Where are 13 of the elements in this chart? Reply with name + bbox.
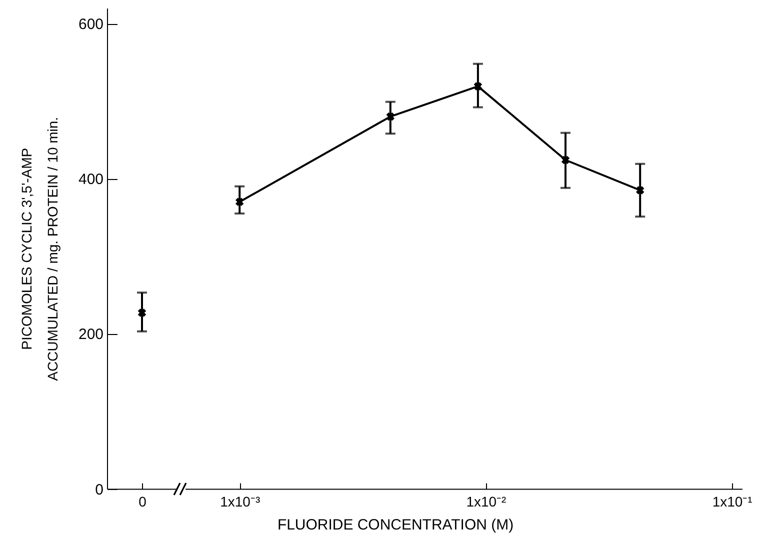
point	[561, 156, 570, 164]
point	[474, 82, 482, 91]
x-tick-label: 1x10⁻²	[466, 493, 507, 510]
x-tick-label: 1x10⁻³	[220, 493, 260, 510]
point	[386, 112, 395, 121]
x-axis-title: FLUORIDE CONCENTRATION (M)	[277, 516, 514, 534]
x-tick-label: 1x10⁻¹	[712, 493, 753, 510]
y-tick-label: 600	[78, 16, 104, 34]
y-tick-label: 0	[95, 481, 104, 498]
y-axis-title: PICOMOLES CYCLIC 3',5'-AMP ACCUMULATED / mg. PROTEIN / 10 min.	[18, 117, 60, 382]
y-tick-label: 200	[78, 326, 104, 344]
x-tick-label: 0	[138, 493, 147, 510]
y-tick-label: 400	[78, 171, 104, 188]
